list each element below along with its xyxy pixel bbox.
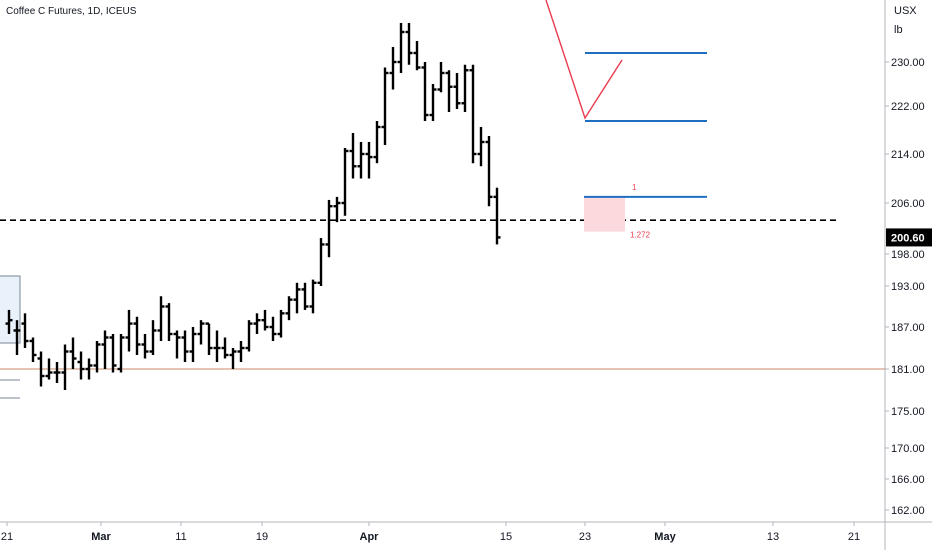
y-tick-label: 214.00 <box>891 149 925 161</box>
x-tick-label: May <box>654 531 676 543</box>
last-price-label: 200.60 <box>891 232 925 244</box>
y-tick-label: 230.00 <box>891 57 925 69</box>
x-tick-label: 19 <box>256 531 268 543</box>
y-tick-label: 162.00 <box>891 505 925 517</box>
chart-title: Coffee C Futures, 1D, ICEUS <box>6 6 137 17</box>
fib-extension-label: 1.272 <box>630 231 651 240</box>
y-tick-label: 198.00 <box>891 249 925 261</box>
x-tick-label: 21 <box>848 531 860 543</box>
quantity-unit-label: lb <box>894 24 903 36</box>
y-tick-label: 181.00 <box>891 364 925 376</box>
x-tick-label: Mar <box>91 531 111 543</box>
x-tick-label: 13 <box>767 531 779 543</box>
x-tick-label: Apr <box>360 531 380 543</box>
last-price-badge <box>886 228 932 247</box>
fib-level-label: 1 <box>632 183 637 192</box>
x-tick-label: 15 <box>500 531 512 543</box>
fib-zone <box>584 196 625 232</box>
pattern-line <box>545 0 623 120</box>
currency-unit-label: USX <box>894 5 917 17</box>
y-tick-label: 170.00 <box>891 443 925 455</box>
y-tick-label: 166.00 <box>891 474 925 486</box>
x-tick-label: 11 <box>175 531 186 543</box>
y-tick-label: 193.00 <box>891 281 925 293</box>
y-tick-label: 222.00 <box>891 101 925 113</box>
y-tick-label: 187.00 <box>891 322 925 334</box>
x-tick-label: 23 <box>579 531 591 543</box>
x-tick-label: 21 <box>1 531 13 543</box>
y-tick-label: 175.00 <box>891 406 925 418</box>
range-selection-box <box>0 275 21 344</box>
y-tick-label: 206.00 <box>891 198 925 210</box>
